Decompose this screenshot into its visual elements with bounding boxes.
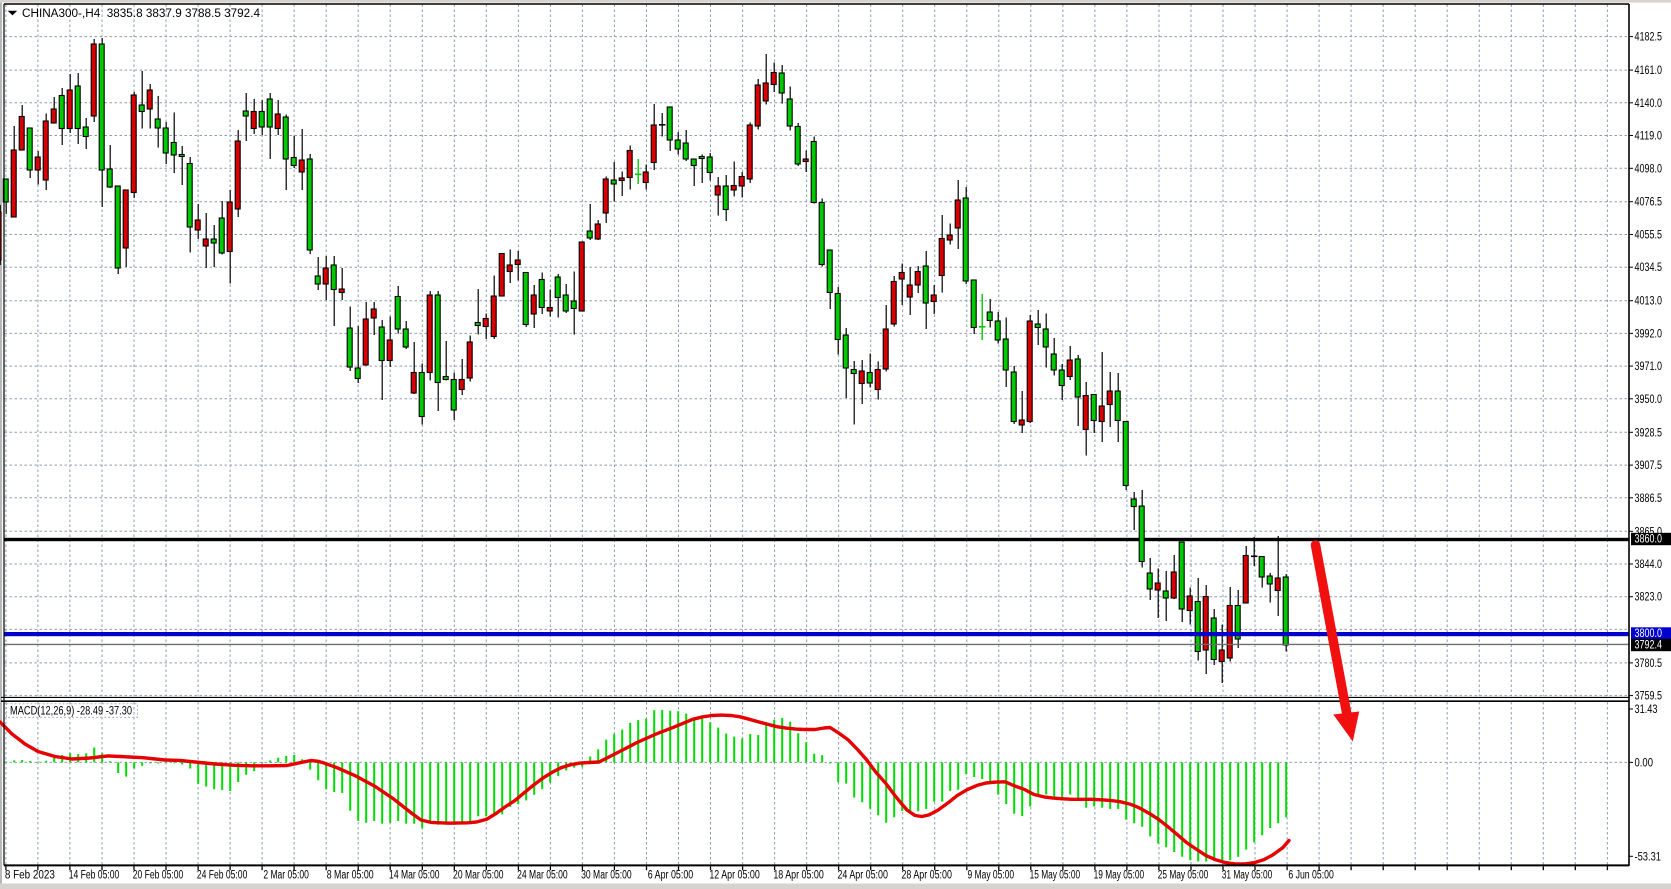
svg-text:12 Apr 05:00: 12 Apr 05:00 — [709, 870, 760, 882]
svg-text:19 May 05:00: 19 May 05:00 — [1094, 870, 1145, 882]
svg-text:3886.5: 3886.5 — [1635, 493, 1663, 505]
svg-text:24 Apr 05:00: 24 Apr 05:00 — [837, 870, 888, 882]
svg-text:4119.0: 4119.0 — [1635, 131, 1663, 143]
svg-text:4182.5: 4182.5 — [1635, 32, 1663, 44]
svg-text:4076.5: 4076.5 — [1635, 197, 1663, 209]
svg-text:20 Feb 05:00: 20 Feb 05:00 — [133, 870, 184, 882]
svg-text:CHINA300-,H4 3835.8 3837.9 37: CHINA300-,H4 3835.8 3837.9 3788.5 3792.4 — [22, 8, 261, 20]
svg-text:14 Mar 05:00: 14 Mar 05:00 — [389, 870, 440, 882]
svg-text:4034.5: 4034.5 — [1635, 262, 1663, 274]
svg-text:3780.5: 3780.5 — [1635, 658, 1663, 670]
svg-text:28 Apr 05:00: 28 Apr 05:00 — [901, 870, 952, 882]
svg-text:18 Apr 05:00: 18 Apr 05:00 — [773, 870, 824, 882]
svg-text:3759.5: 3759.5 — [1635, 691, 1663, 703]
svg-text:20 Mar 05:00: 20 Mar 05:00 — [453, 870, 504, 882]
svg-text:9 May 05:00: 9 May 05:00 — [968, 870, 1015, 882]
svg-text:3992.0: 3992.0 — [1635, 328, 1663, 340]
svg-text:3907.5: 3907.5 — [1635, 460, 1663, 472]
svg-text:25 May 05:00: 25 May 05:00 — [1158, 870, 1209, 882]
svg-text:3823.0: 3823.0 — [1635, 592, 1663, 604]
svg-text:31 May 05:00: 31 May 05:00 — [1222, 870, 1273, 882]
svg-text:3792.4: 3792.4 — [1635, 640, 1663, 652]
svg-text:6 Jun 05:00: 6 Jun 05:00 — [1288, 870, 1334, 882]
svg-text:4098.0: 4098.0 — [1635, 163, 1663, 175]
svg-text:3800.0: 3800.0 — [1635, 628, 1663, 640]
svg-text:8 Feb 2023: 8 Feb 2023 — [5, 870, 55, 882]
svg-text:24 Feb 05:00: 24 Feb 05:00 — [197, 870, 248, 882]
svg-text:4013.0: 4013.0 — [1635, 296, 1663, 308]
svg-text:2 Mar 05:00: 2 Mar 05:00 — [263, 870, 309, 882]
svg-text:MACD(12,26,9) -28.49 -37.30: MACD(12,26,9) -28.49 -37.30 — [10, 706, 132, 718]
svg-text:8 Mar 05:00: 8 Mar 05:00 — [327, 870, 374, 882]
svg-text:4055.5: 4055.5 — [1635, 230, 1663, 242]
svg-text:3971.0: 3971.0 — [1635, 361, 1663, 373]
svg-text:-53.31: -53.31 — [1635, 851, 1662, 863]
svg-text:6 Apr 05:00: 6 Apr 05:00 — [648, 870, 694, 882]
svg-text:14 Feb 05:00: 14 Feb 05:00 — [69, 870, 120, 882]
svg-text:15 May 05:00: 15 May 05:00 — [1030, 870, 1081, 882]
svg-text:4161.0: 4161.0 — [1635, 65, 1663, 77]
svg-text:31.43: 31.43 — [1635, 704, 1658, 716]
svg-text:3860.0: 3860.0 — [1635, 534, 1663, 546]
svg-text:0.00: 0.00 — [1635, 757, 1654, 769]
svg-text:4140.0: 4140.0 — [1635, 98, 1663, 110]
svg-text:3928.5: 3928.5 — [1635, 427, 1663, 439]
svg-text:24 Mar 05:00: 24 Mar 05:00 — [517, 870, 568, 882]
svg-text:3950.0: 3950.0 — [1635, 394, 1663, 406]
svg-text:30 Mar 05:00: 30 Mar 05:00 — [581, 870, 632, 882]
svg-text:3844.0: 3844.0 — [1635, 559, 1663, 571]
